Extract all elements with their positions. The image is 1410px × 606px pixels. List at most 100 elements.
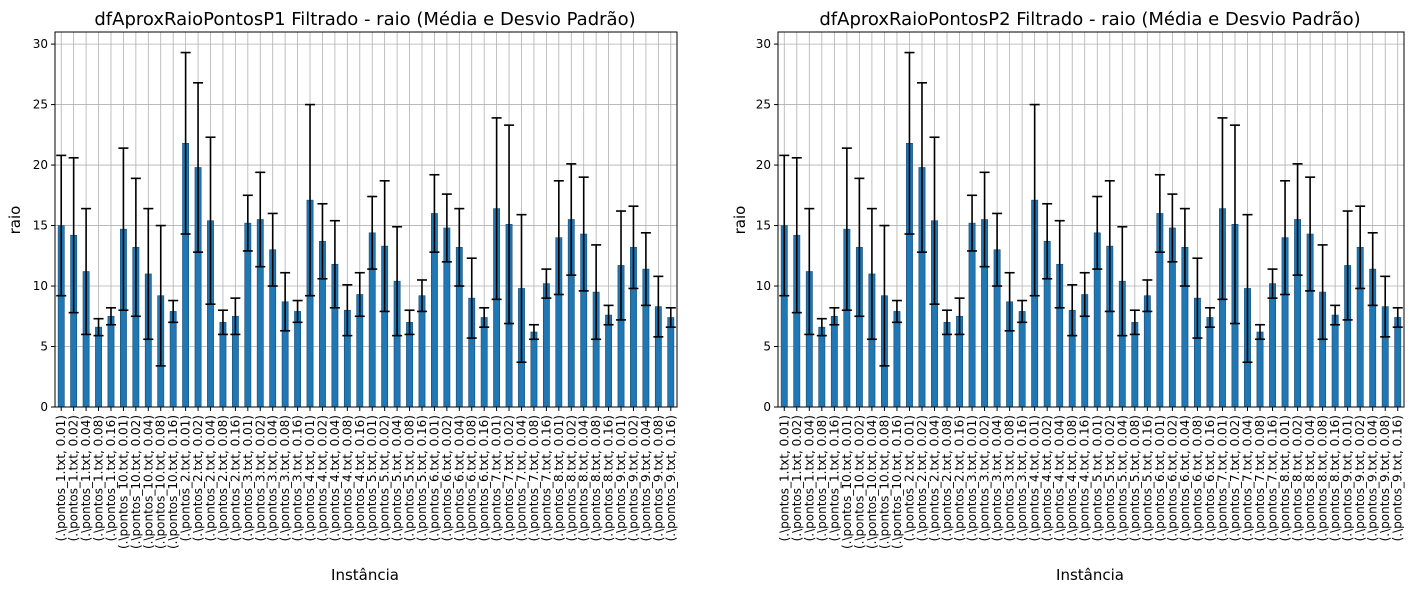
x-tick-label-21: (.\pontos_4.txt, 0.02)	[315, 415, 329, 541]
x-tick-label-32: (.\pontos_6.txt, 0.04)	[1178, 415, 1192, 541]
x-tick-label-5: (.\pontos_10.txt, 0.01)	[840, 415, 854, 549]
x-tick-label-3: (.\pontos_1.txt, 0.08)	[92, 415, 106, 541]
x-tick-label-37: (.\pontos_7.txt, 0.04)	[1241, 415, 1255, 541]
x-tick-label-37: (.\pontos_7.txt, 0.04)	[515, 415, 529, 541]
x-tick-label-17: (.\pontos_3.txt, 0.04)	[990, 415, 1004, 541]
x-tick-label-7: (.\pontos_10.txt, 0.04)	[865, 415, 879, 549]
x-tick-label-18: (.\pontos_3.txt, 0.08)	[1003, 415, 1017, 541]
x-tick-label-23: (.\pontos_4.txt, 0.08)	[1065, 415, 1079, 541]
x-tick-label-41: (.\pontos_8.txt, 0.02)	[564, 415, 578, 541]
x-tick-label-4: (.\pontos_1.txt, 0.16)	[827, 415, 841, 541]
x-tick-label-29: (.\pontos_5.txt, 0.16)	[1140, 415, 1154, 541]
bar-49	[1394, 317, 1402, 408]
bar-44	[605, 314, 612, 408]
x-tick-label-1: (.\pontos_1.txt, 0.02)	[67, 415, 81, 541]
x-tick-label-14: (.\pontos_2.txt, 0.16)	[953, 415, 967, 541]
bar-44	[1331, 314, 1339, 408]
x-tick-label-8: (.\pontos_10.txt, 0.08)	[877, 415, 891, 549]
x-tick-label-9: (.\pontos_10.txt, 0.16)	[166, 415, 180, 549]
bar-39	[1269, 283, 1276, 408]
x-tick-label-27: (.\pontos_5.txt, 0.04)	[390, 415, 404, 541]
x-tick-label-10: (.\pontos_2.txt, 0.01)	[179, 415, 193, 541]
y-axis: 0 5 10 15 20 25 30	[33, 37, 55, 414]
x-tick-label-45: (.\pontos_9.txt, 0.01)	[614, 415, 628, 541]
y-axis: 0 5 10 15 20 25 30	[756, 37, 778, 414]
x-tick-label-49: (.\pontos_9.txt, 0.16)	[1391, 415, 1405, 541]
y-tick-label-5: 25	[756, 98, 771, 112]
bars	[57, 142, 675, 408]
x-tick-label-40: (.\pontos_8.txt, 0.01)	[1278, 415, 1292, 541]
x-tick-label-22: (.\pontos_4.txt, 0.04)	[328, 415, 342, 541]
x-tick-label-39: (.\pontos_7.txt, 0.16)	[539, 415, 553, 541]
bars	[780, 142, 1402, 408]
bar-38	[530, 331, 538, 408]
x-tick-label-16: (.\pontos_3.txt, 0.02)	[978, 415, 992, 541]
x-tick-label-20: (.\pontos_4.txt, 0.01)	[303, 415, 317, 541]
x-tick-label-2: (.\pontos_1.txt, 0.04)	[802, 415, 816, 541]
x-tick-label-27: (.\pontos_5.txt, 0.04)	[1115, 415, 1129, 541]
x-tick-label-42: (.\pontos_8.txt, 0.04)	[577, 415, 591, 541]
x-tick-label-31: (.\pontos_6.txt, 0.02)	[440, 415, 454, 541]
x-tick-label-17: (.\pontos_3.txt, 0.04)	[266, 415, 280, 541]
bar-4	[830, 315, 838, 408]
chart-p1: dfAproxRaioPontosP1 Filtrado - raio (Méd…	[6, 9, 678, 584]
x-tick-label-19: (.\pontos_3.txt, 0.16)	[1015, 415, 1029, 541]
bar-4	[107, 315, 115, 408]
y-axis-label: raio	[6, 206, 24, 235]
x-tick-label-12: (.\pontos_2.txt, 0.04)	[204, 415, 218, 541]
x-tick-label-44: (.\pontos_8.txt, 0.16)	[602, 415, 616, 541]
chart-title: dfAproxRaioPontosP1 Filtrado - raio (Méd…	[94, 9, 635, 30]
bar-49	[667, 317, 675, 408]
x-tick-label-19: (.\pontos_3.txt, 0.16)	[291, 415, 305, 541]
x-tick-label-10: (.\pontos_2.txt, 0.01)	[902, 415, 916, 541]
x-tick-label-13: (.\pontos_2.txt, 0.08)	[940, 415, 954, 541]
x-axis: (.\pontos_1.txt, 0.01)(.\pontos_1.txt, 0…	[54, 407, 678, 549]
x-tick-label-31: (.\pontos_6.txt, 0.02)	[1165, 415, 1179, 541]
x-tick-label-0: (.\pontos_1.txt, 0.01)	[54, 415, 68, 541]
x-tick-label-2: (.\pontos_1.txt, 0.04)	[79, 415, 93, 541]
x-tick-label-47: (.\pontos_9.txt, 0.04)	[639, 415, 653, 541]
bar-29	[1143, 295, 1151, 408]
y-tick-label-1: 5	[763, 340, 771, 354]
x-axis-label: Instância	[331, 566, 399, 584]
x-tick-label-48: (.\pontos_9.txt, 0.08)	[651, 415, 665, 541]
x-tick-label-30: (.\pontos_6.txt, 0.01)	[427, 415, 441, 541]
y-tick-label-6: 30	[756, 37, 771, 51]
x-tick-label-13: (.\pontos_2.txt, 0.08)	[216, 415, 230, 541]
x-tick-label-33: (.\pontos_6.txt, 0.08)	[1190, 415, 1204, 541]
y-tick-label-0: 0	[763, 400, 771, 414]
x-tick-label-49: (.\pontos_9.txt, 0.16)	[664, 415, 678, 541]
x-tick-label-44: (.\pontos_8.txt, 0.16)	[1328, 415, 1342, 541]
y-tick-label-0: 0	[40, 400, 48, 414]
x-tick-label-11: (.\pontos_2.txt, 0.02)	[191, 415, 205, 541]
x-tick-label-25: (.\pontos_5.txt, 0.01)	[365, 415, 379, 541]
chart-p2: dfAproxRaioPontosP2 Filtrado - raio (Méd…	[731, 9, 1405, 584]
bar-34	[480, 317, 488, 408]
x-tick-label-24: (.\pontos_4.txt, 0.16)	[1078, 415, 1092, 541]
x-tick-label-29: (.\pontos_5.txt, 0.16)	[415, 415, 429, 541]
x-tick-label-22: (.\pontos_4.txt, 0.04)	[1053, 415, 1067, 541]
x-tick-label-34: (.\pontos_6.txt, 0.16)	[1203, 415, 1217, 541]
y-tick-label-3: 15	[756, 219, 771, 233]
bar-3	[95, 326, 102, 408]
x-tick-label-47: (.\pontos_9.txt, 0.04)	[1366, 415, 1380, 541]
x-tick-label-12: (.\pontos_2.txt, 0.04)	[928, 415, 942, 541]
y-tick-label-3: 15	[33, 219, 48, 233]
y-tick-label-5: 25	[33, 98, 48, 112]
x-axis-label: Instância	[1056, 566, 1124, 584]
y-tick-label-2: 10	[33, 279, 48, 293]
error-bars	[779, 51, 1403, 367]
x-tick-label-45: (.\pontos_9.txt, 0.01)	[1341, 415, 1355, 541]
x-tick-label-5: (.\pontos_10.txt, 0.01)	[116, 415, 130, 549]
x-tick-label-33: (.\pontos_6.txt, 0.08)	[465, 415, 479, 541]
x-tick-label-1: (.\pontos_1.txt, 0.02)	[790, 415, 804, 541]
bar-19	[1018, 311, 1026, 408]
bar-9	[893, 311, 901, 408]
x-tick-label-38: (.\pontos_7.txt, 0.08)	[527, 415, 541, 541]
chart-title: dfAproxRaioPontosP2 Filtrado - raio (Méd…	[819, 9, 1360, 30]
bar-38	[1256, 331, 1264, 408]
bar-3	[818, 326, 826, 408]
y-axis-label: raio	[731, 206, 749, 235]
x-tick-label-48: (.\pontos_9.txt, 0.08)	[1378, 415, 1392, 541]
